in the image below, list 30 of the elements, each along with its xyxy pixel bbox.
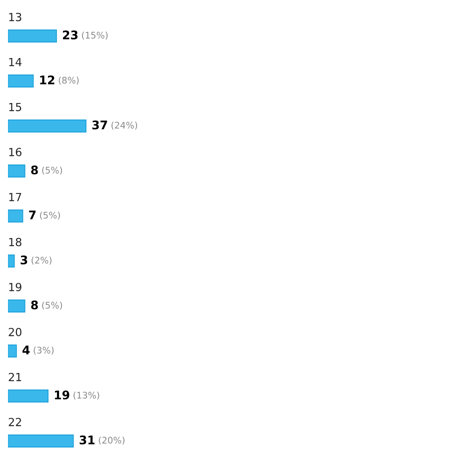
y-tick-label: 14	[9, 58, 22, 66]
bar	[8, 300, 26, 312]
y-tick-label: 22	[8, 418, 22, 426]
bar	[8, 30, 57, 42]
bar	[8, 390, 48, 402]
data-label: 37 (24%)	[92, 120, 138, 130]
bar	[8, 164, 26, 178]
data-label: 19 (13%)	[54, 390, 100, 400]
data-label: 3 (2%)	[20, 255, 52, 265]
y-tick-label: 19	[9, 282, 22, 292]
data-label: 12 (8%)	[40, 75, 79, 85]
data-label: 8 (5%)	[31, 300, 62, 310]
y-tick-label: 17	[9, 192, 22, 202]
y-tick-label: 21	[8, 372, 22, 382]
data-label: 7 (5%)	[29, 210, 60, 220]
bar	[8, 434, 74, 448]
bar	[8, 74, 34, 88]
y-tick-label: 16	[9, 148, 22, 156]
bar	[8, 210, 24, 222]
bar	[8, 344, 17, 358]
data-label: 8 (5%)	[31, 165, 62, 175]
data-label: 23 (15%)	[62, 30, 108, 40]
bar	[8, 254, 15, 268]
y-tick-label: 18	[9, 238, 22, 246]
y-tick-label: 20	[8, 328, 22, 336]
data-label: 31 (20%)	[80, 435, 124, 445]
y-tick-label: 15	[9, 102, 22, 112]
data-label: 4 (3%)	[22, 346, 54, 355]
bar	[8, 120, 86, 132]
y-tick-label: 13	[9, 12, 22, 22]
